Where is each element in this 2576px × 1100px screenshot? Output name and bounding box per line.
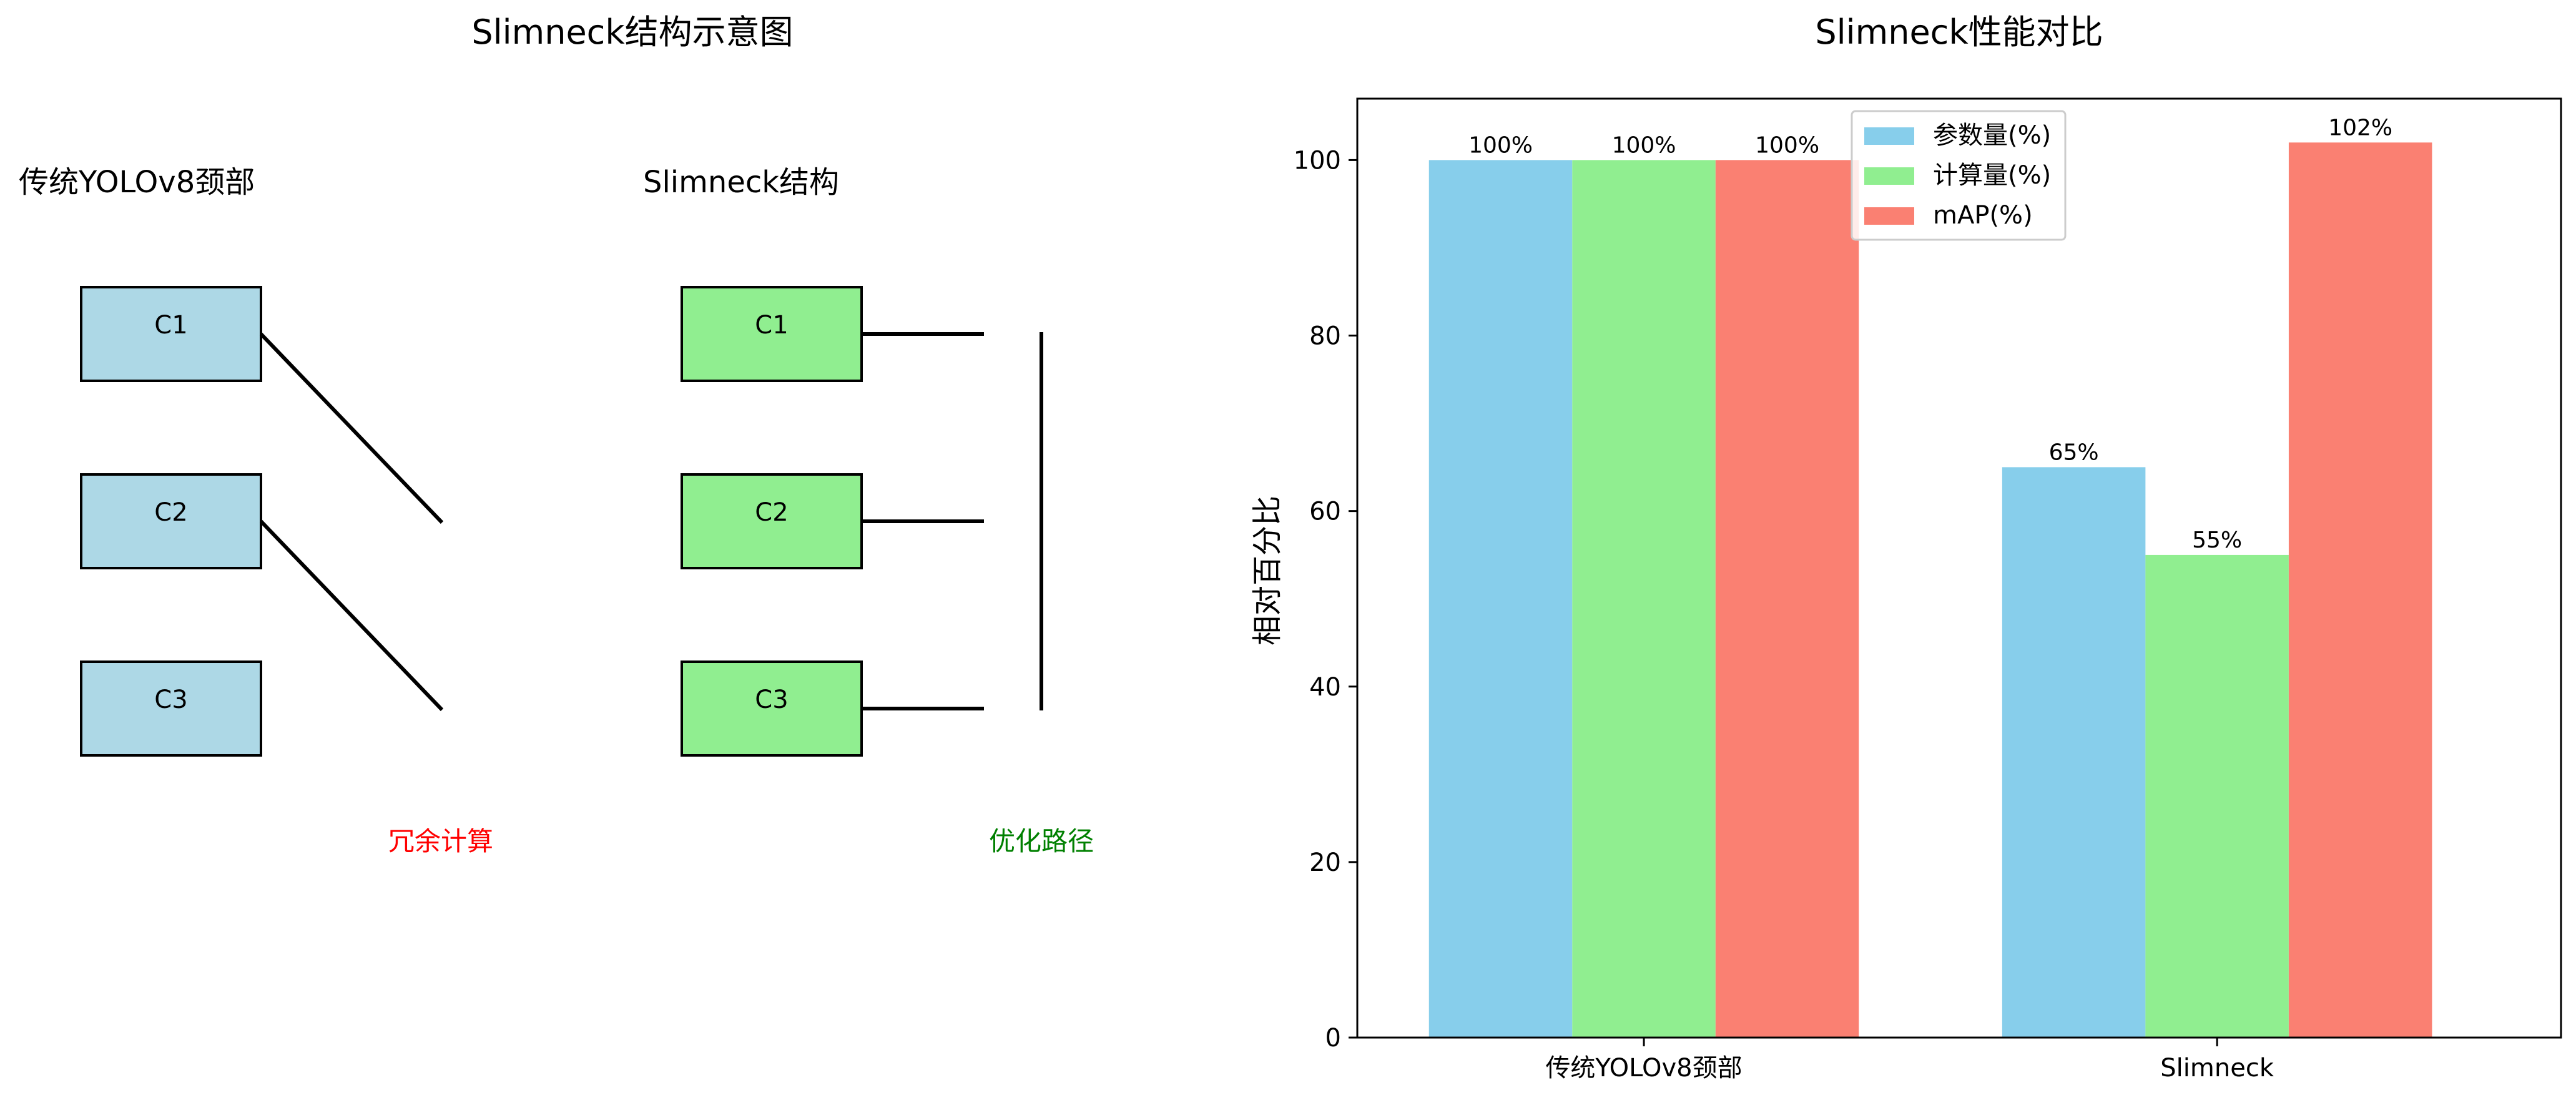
right-group-boxes: C1 C2 C3 bbox=[681, 286, 863, 757]
legend-label-2: mAP(%) bbox=[1933, 201, 2033, 230]
performance-chart: Slimneck性能对比 相对百分比 0 20 40 60 80 100 传统YOLOv8颈… bbox=[1250, 12, 2562, 1083]
right-box-c2 bbox=[681, 473, 863, 569]
chart-title: Slimneck性能对比 bbox=[1815, 12, 2103, 52]
legend-swatch-0 bbox=[1864, 127, 1914, 145]
bar-label-2-0: 100% bbox=[1755, 132, 1819, 158]
left-box-c2-label: C2 bbox=[154, 498, 187, 527]
axis-ticks: 0 20 40 60 80 100 传统YOLOv8颈部 Slimneck bbox=[1294, 146, 2274, 1083]
left-box-c2 bbox=[80, 473, 262, 569]
legend-swatch-1 bbox=[1864, 167, 1914, 185]
x-tick-label-1: Slimneck bbox=[2160, 1054, 2274, 1083]
bar-0-0 bbox=[1428, 160, 1573, 1038]
left-connector-2 bbox=[259, 519, 444, 712]
left-connector-1 bbox=[259, 332, 444, 524]
bar-label-0-0: 100% bbox=[1468, 132, 1533, 158]
legend-items: 参数量(%) 计算量(%) mAP(%) bbox=[1864, 121, 2051, 230]
left-box-c1 bbox=[80, 286, 262, 382]
y-axis-label: 相对百分比 bbox=[1250, 496, 1285, 646]
legend-label-0: 参数量(%) bbox=[1933, 121, 2051, 150]
bar-1-1 bbox=[2145, 554, 2289, 1038]
bars bbox=[1428, 142, 2432, 1038]
left-annotation: 冗余计算 bbox=[388, 826, 493, 857]
right-box-c1-label: C1 bbox=[755, 311, 788, 340]
y-tick-label-5: 100 bbox=[1294, 146, 1341, 175]
right-box-c2-label: C2 bbox=[755, 498, 788, 527]
bar-label-1-0: 100% bbox=[1612, 132, 1676, 158]
right-box-c3 bbox=[681, 660, 863, 757]
structure-diagram: Slimneck结构示意图 传统YOLOv8颈部 Slimneck结构 C1 C… bbox=[19, 12, 1094, 857]
legend-swatch-2 bbox=[1864, 207, 1914, 225]
right-box-c3-label: C3 bbox=[755, 685, 788, 714]
right-annotation: 优化路径 bbox=[989, 826, 1094, 857]
bar-label-0-1: 65% bbox=[2049, 440, 2099, 465]
left-box-c1-label: C1 bbox=[154, 311, 187, 340]
bar-label-2-1: 102% bbox=[2328, 115, 2392, 140]
bar-1-0 bbox=[1572, 160, 1716, 1038]
left-group-boxes: C1 C2 C3 bbox=[80, 286, 262, 757]
y-tick-label-0: 0 bbox=[1325, 1024, 1341, 1053]
bar-value-labels: 100% 65% 100% 55% 100% 102% bbox=[1468, 115, 2392, 553]
y-tick-label-4: 80 bbox=[1309, 322, 1341, 351]
x-tick-label-0: 传统YOLOv8颈部 bbox=[1545, 1054, 1742, 1083]
bar-label-1-1: 55% bbox=[2192, 528, 2242, 553]
left-box-c3 bbox=[80, 660, 262, 757]
bar-2-0 bbox=[1715, 160, 1859, 1038]
plot-frame bbox=[1356, 97, 2562, 1039]
y-tick-label-1: 20 bbox=[1309, 848, 1341, 877]
legend-label-1: 计算量(%) bbox=[1933, 161, 2051, 190]
left-box-c3-label: C3 bbox=[154, 685, 187, 714]
y-tick-label-2: 40 bbox=[1309, 673, 1341, 702]
left-group-label: 传统YOLOv8颈部 bbox=[19, 165, 255, 200]
bar-0-1 bbox=[2002, 467, 2146, 1038]
legend: 参数量(%) 计算量(%) mAP(%) bbox=[1851, 110, 2067, 241]
bar-2-1 bbox=[2288, 142, 2432, 1038]
y-tick-label-3: 60 bbox=[1309, 498, 1341, 526]
diagram-title: Slimneck结构示意图 bbox=[471, 12, 793, 52]
right-group-label: Slimneck结构 bbox=[643, 165, 839, 200]
